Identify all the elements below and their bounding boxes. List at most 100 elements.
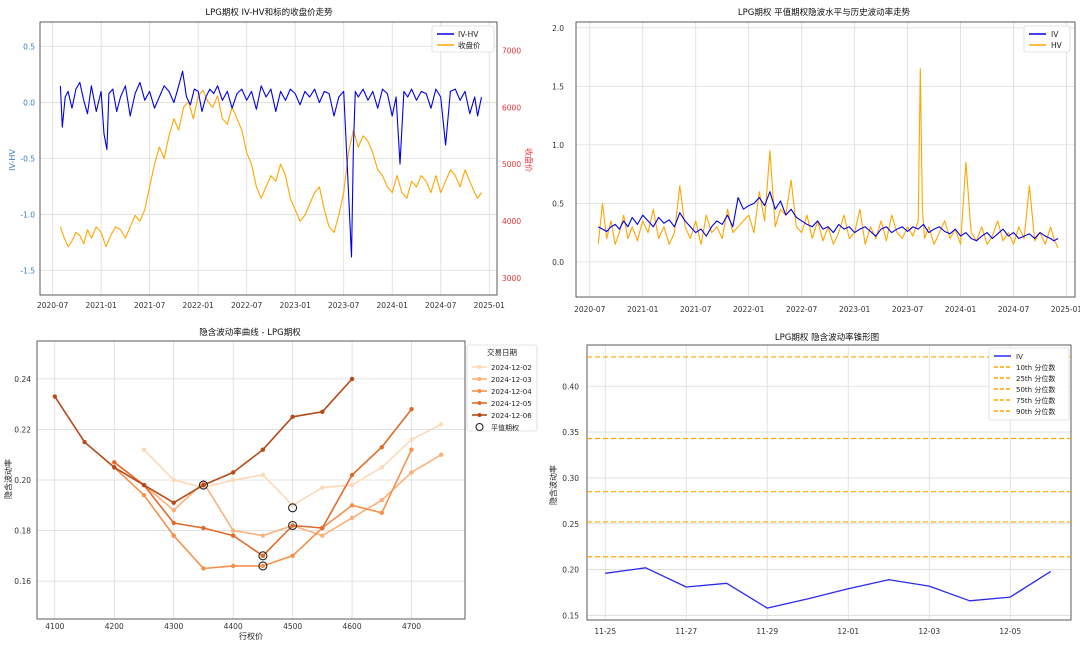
data-point bbox=[230, 477, 236, 483]
data-point bbox=[230, 470, 236, 475]
x-tick-label: 12-05 bbox=[999, 627, 1021, 636]
data-point bbox=[320, 533, 325, 538]
y-right-tick-label: 7000 bbox=[502, 46, 521, 55]
x-tick-label: 4200 bbox=[105, 622, 124, 631]
plot-frame bbox=[575, 21, 1076, 298]
legend-swatch-dot bbox=[477, 413, 482, 417]
x-tick-label: 11-25 bbox=[594, 627, 616, 636]
x-tick-label: 2023-01 bbox=[839, 305, 871, 314]
data-point bbox=[112, 465, 117, 470]
data-point bbox=[349, 472, 355, 478]
series-line-iv bbox=[605, 567, 1052, 609]
data-point bbox=[230, 528, 236, 533]
data-point bbox=[379, 465, 384, 470]
data-point bbox=[320, 409, 325, 414]
x-tick-label: 2022-01 bbox=[182, 301, 214, 310]
x-tick-label: 2024-01 bbox=[945, 305, 977, 314]
data-point bbox=[379, 444, 384, 450]
chart-iv-hv-levels: LPG期权 平值期权隐波水平与历史波动率走势 2020-07 2021-01 202… bbox=[552, 7, 1080, 314]
plot-frame bbox=[586, 344, 1072, 621]
x-tick-label: 2023-07 bbox=[892, 305, 924, 314]
data-point bbox=[171, 533, 176, 538]
legend-label: 90th 分位数 bbox=[1016, 407, 1055, 416]
x-tick-label: 2022-07 bbox=[786, 305, 818, 314]
y-tick-label: 1.5 bbox=[552, 82, 564, 91]
x-tick-label: 2023-07 bbox=[328, 301, 360, 310]
data-point bbox=[201, 482, 206, 488]
data-point bbox=[171, 520, 176, 526]
data-point bbox=[52, 394, 58, 399]
y-tick-label: 0.22 bbox=[14, 425, 31, 434]
x-tick-label: 2024-01 bbox=[377, 301, 409, 310]
legend-label: 75th 分位数 bbox=[1016, 396, 1055, 405]
y-tick-label: 0.25 bbox=[562, 520, 579, 529]
data-point bbox=[260, 533, 266, 538]
legend-box bbox=[1023, 25, 1071, 53]
data-point bbox=[112, 460, 117, 465]
y-right-tick-label: 6000 bbox=[502, 103, 521, 112]
x-tick-label: 4400 bbox=[224, 622, 243, 631]
legend-label: 25th 分位数 bbox=[1016, 374, 1055, 383]
chart-vol-cone: LPG期权 隐含波动率锥形图 隐含波动率 11-25 11-27 11-29 12-0… bbox=[548, 332, 1072, 636]
data-point bbox=[230, 563, 236, 569]
x-tick-label: 11-27 bbox=[675, 627, 697, 636]
data-point bbox=[320, 525, 325, 531]
data-point bbox=[260, 472, 266, 478]
legend-swatch-dot bbox=[477, 401, 482, 405]
data-point bbox=[290, 553, 295, 559]
y-tick-label: 0.18 bbox=[14, 527, 31, 536]
x-tick-label: 2021-01 bbox=[85, 301, 117, 310]
atm-marker bbox=[258, 551, 268, 561]
plot-frame bbox=[36, 340, 466, 620]
data-point bbox=[201, 525, 206, 531]
data-point bbox=[201, 566, 206, 571]
data-point bbox=[349, 482, 355, 488]
y-axis-label: 隐含波动率 bbox=[548, 465, 558, 505]
chart-panel-ivhv-levels: LPG期权 平值期权隐波水平与历史波动率走势 2020-07 2021-01 202… bbox=[540, 0, 1080, 323]
legend-label: IV bbox=[1051, 30, 1059, 39]
y-right-tick-label: 3000 bbox=[502, 274, 521, 283]
legend-swatch-dot bbox=[477, 377, 482, 381]
y-tick-label: -1.0 bbox=[20, 210, 35, 219]
y-axis-label: 隐含波动率 bbox=[3, 459, 13, 499]
data-point bbox=[379, 510, 384, 516]
legend-label: 2024-12-05 bbox=[491, 400, 532, 408]
data-point bbox=[439, 422, 444, 427]
y-tick-label: 1.0 bbox=[552, 141, 564, 150]
y-axis-label: IV-HV bbox=[8, 149, 17, 171]
y-axis-right-label: 收盘价 bbox=[524, 148, 534, 172]
x-tick-label: 2024-07 bbox=[425, 301, 457, 310]
x-tick-label: 12-01 bbox=[837, 627, 859, 636]
data-point bbox=[141, 447, 147, 452]
y-tick-label: 0.15 bbox=[562, 611, 579, 620]
x-tick-label: 4700 bbox=[402, 622, 421, 631]
legend-swatch-dot bbox=[477, 389, 482, 393]
legend-label: 收盘价 bbox=[458, 40, 481, 50]
chart-panel-cone: LPG期权 隐含波动率锥形图 隐含波动率 11-25 11-27 11-29 12-0… bbox=[540, 323, 1080, 646]
y-tick-label: -1.5 bbox=[20, 266, 35, 275]
y-tick-label: -0.5 bbox=[20, 155, 35, 164]
x-tick-label: 2023-01 bbox=[280, 301, 312, 310]
series-line-hv bbox=[597, 68, 1059, 249]
atm-marker bbox=[288, 520, 298, 531]
y-tick-label: 0.0 bbox=[552, 258, 564, 267]
x-tick-label: 2020-07 bbox=[574, 305, 606, 314]
data-point bbox=[439, 452, 444, 457]
data-point bbox=[290, 523, 295, 528]
data-point bbox=[260, 447, 266, 452]
legend-label: IV bbox=[1016, 353, 1023, 361]
x-tick-label: 2020-07 bbox=[37, 301, 69, 310]
chart-title: LPG期权 IV-HV和标的收盘价走势 bbox=[205, 7, 333, 18]
data-point bbox=[349, 503, 355, 508]
data-point bbox=[260, 553, 266, 559]
x-tick-label: 2021-07 bbox=[680, 305, 712, 314]
data-point bbox=[290, 414, 295, 420]
data-point bbox=[141, 482, 147, 488]
legend-label: 2024-12-02 bbox=[491, 364, 532, 372]
data-point bbox=[409, 407, 414, 412]
data-point bbox=[171, 500, 176, 505]
x-tick-label: 12-03 bbox=[918, 627, 940, 636]
legend-title: 交易日期 bbox=[487, 347, 517, 357]
legend-swatch-atm bbox=[475, 422, 484, 432]
chart-title: LPG期权 平值期权隐波水平与历史波动率走势 bbox=[738, 7, 911, 18]
